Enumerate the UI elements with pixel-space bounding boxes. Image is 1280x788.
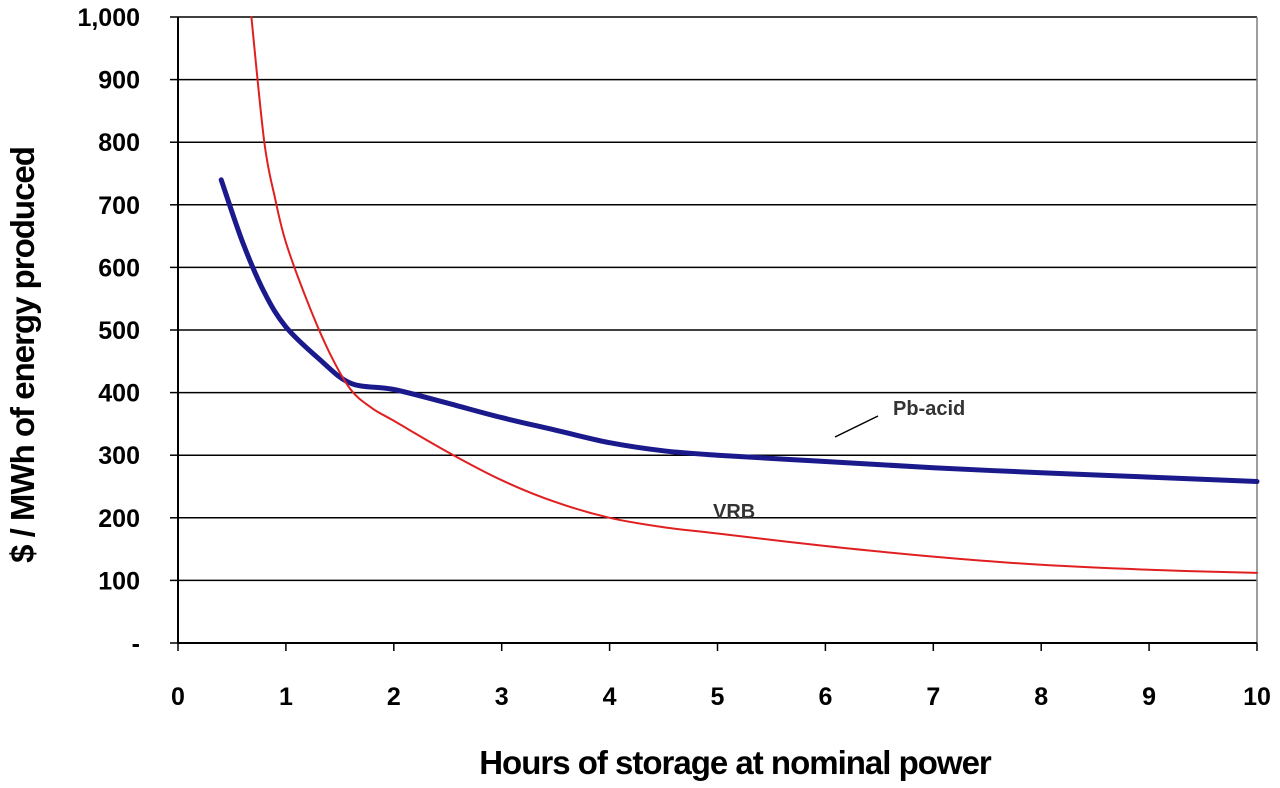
- x-tick-label: 1: [279, 683, 293, 711]
- x-tick-label: 8: [1034, 683, 1048, 711]
- x-tick-label: 6: [818, 683, 832, 711]
- tick-labels: - 100 200 300 400 500 600 700 800 900 1,000 0 1 2 3 4 5 6…: [77, 4, 1270, 711]
- x-tick-label: 0: [171, 683, 185, 711]
- y-tick-label: 200: [98, 505, 140, 533]
- series-line-vrb: [250, 16, 1258, 574]
- x-axis-title: Hours of storage at nominal power: [479, 744, 992, 781]
- x-tick-label: 3: [495, 683, 509, 711]
- x-tick-label: 9: [1142, 683, 1156, 711]
- x-tick-label: 2: [387, 683, 401, 711]
- x-tick-label: 7: [926, 683, 940, 711]
- y-tick-label: 800: [98, 129, 140, 157]
- x-tick-label: 10: [1243, 683, 1271, 711]
- x-tick-label: 4: [603, 683, 617, 711]
- series-line-pb-acid: [218, 177, 1260, 484]
- y-tick-label: 300: [98, 442, 140, 470]
- y-tick-label: 700: [98, 192, 140, 220]
- y-tick-label: 500: [98, 317, 140, 345]
- axes: [170, 16, 1258, 651]
- series-lines: [218, 16, 1260, 574]
- y-tick-label: 900: [98, 67, 140, 95]
- x-tick-label: 5: [711, 683, 725, 711]
- series-label-pb-acid: Pb-acid: [893, 398, 965, 420]
- y-axis-title: $ / MWh of energy produced: [4, 147, 41, 563]
- pb-acid-leader-line: [834, 415, 879, 438]
- y-tick-label: 100: [98, 567, 140, 595]
- gridlines: [178, 16, 1257, 582]
- y-tick-label: -: [132, 630, 140, 658]
- y-tick-label: 1,000: [77, 4, 140, 32]
- series-label-vrb: VRB: [713, 501, 755, 523]
- y-tick-label: 400: [98, 380, 140, 408]
- y-tick-label: 600: [98, 254, 140, 282]
